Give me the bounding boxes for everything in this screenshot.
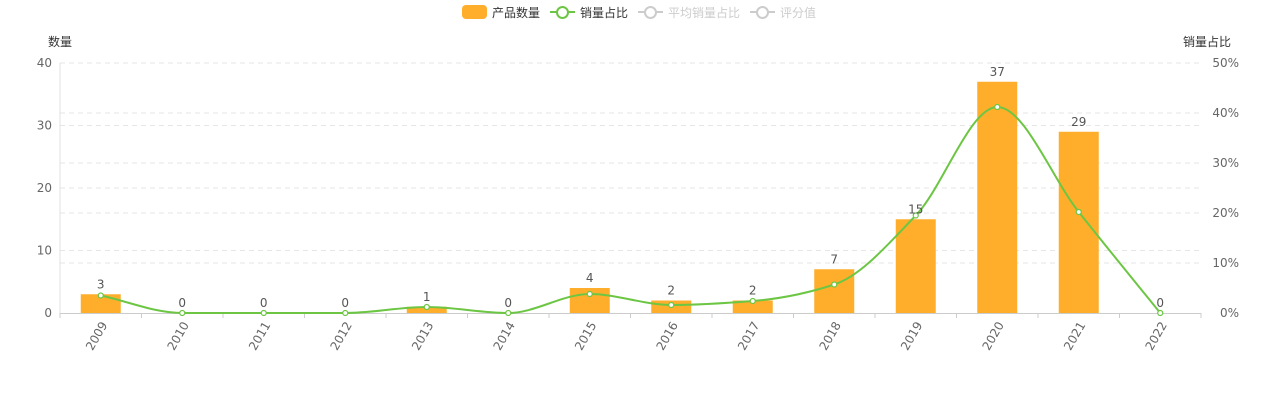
bar-value-label: 2 bbox=[749, 284, 757, 298]
legend-item-1[interactable]: 销量占比 bbox=[549, 4, 628, 21]
legend-item-0[interactable]: 产品数量 bbox=[461, 4, 540, 21]
bar-series bbox=[80, 81, 1099, 313]
y-right-tick-label: 30% bbox=[1212, 156, 1239, 170]
bar-value-label: 0 bbox=[341, 296, 349, 310]
line-point bbox=[749, 297, 756, 305]
y-right-tick-label: 40% bbox=[1212, 106, 1239, 120]
bar-value-label: 29 bbox=[1071, 115, 1086, 129]
x-tick-label: 2014 bbox=[490, 319, 517, 352]
bar-value-label: 0 bbox=[260, 296, 268, 310]
legend-line-swatch bbox=[750, 5, 776, 19]
line-series bbox=[97, 103, 1164, 317]
y-left-tick-label: 30 bbox=[37, 119, 52, 133]
legend-label: 评分值 bbox=[780, 5, 817, 20]
legend-bar-swatch bbox=[461, 5, 487, 19]
bar-value-label: 1 bbox=[423, 290, 431, 304]
x-tick-label: 2010 bbox=[164, 319, 191, 352]
y-left-tick-label: 0 bbox=[44, 306, 52, 320]
chart-legend: 产品数量 销量占比 平均销量占比 评分值 bbox=[0, 2, 1278, 22]
bar-value-label: 4 bbox=[586, 271, 594, 285]
line-point bbox=[1157, 309, 1164, 317]
line-point bbox=[260, 309, 267, 317]
x-tick-label: 2012 bbox=[327, 319, 354, 352]
y-right-axis-label: 销量占比 bbox=[1183, 34, 1231, 49]
x-tick-label: 2017 bbox=[735, 319, 762, 352]
line-point bbox=[831, 281, 838, 288]
data-labels: 3 0 0 0 1 0 4 2 2 7 15 37 29 0 bbox=[97, 65, 1164, 310]
legend-label: 平均销量占比 bbox=[668, 5, 741, 20]
grid-lines bbox=[60, 62, 1201, 264]
bar bbox=[977, 81, 1018, 313]
line-point bbox=[179, 309, 186, 317]
bar bbox=[732, 300, 773, 313]
x-tick-label: 2013 bbox=[409, 319, 436, 352]
line-point bbox=[97, 292, 104, 299]
y-left-axis-label: 数量 bbox=[48, 34, 72, 49]
bar-value-label: 15 bbox=[908, 202, 923, 216]
y-right-tick-label: 20% bbox=[1212, 206, 1239, 220]
bar-value-label: 0 bbox=[178, 296, 186, 310]
bar-value-label: 37 bbox=[990, 65, 1005, 79]
bar-value-label: 0 bbox=[1156, 296, 1164, 310]
x-tick-label: 2020 bbox=[979, 319, 1006, 352]
line-point bbox=[586, 290, 593, 298]
legend-line-swatch bbox=[549, 5, 575, 19]
line-point bbox=[668, 301, 675, 309]
legend-item-2[interactable]: 平均销量占比 bbox=[638, 4, 740, 21]
x-tick-label: 2016 bbox=[653, 319, 680, 352]
bar bbox=[895, 219, 936, 313]
line-point bbox=[912, 212, 919, 219]
legend-label: 销量占比 bbox=[579, 5, 628, 20]
bar bbox=[1058, 131, 1099, 313]
line-point bbox=[1075, 208, 1082, 216]
line-point bbox=[423, 303, 430, 311]
line-point bbox=[994, 103, 1001, 111]
y-left-tick-label: 20 bbox=[37, 181, 52, 195]
line-path bbox=[100, 105, 1162, 315]
x-tick-label: 2009 bbox=[83, 319, 110, 352]
bar-value-label: 0 bbox=[504, 296, 512, 310]
legend-item-3[interactable]: 评分值 bbox=[750, 4, 816, 21]
y-right-tick-label: 10% bbox=[1212, 256, 1239, 270]
bar-value-label: 3 bbox=[97, 277, 105, 291]
line-point bbox=[342, 309, 349, 317]
x-tick-label: 2011 bbox=[246, 319, 273, 352]
bar-value-label: 7 bbox=[830, 252, 838, 266]
bar bbox=[814, 269, 855, 313]
y-right-tick-label: 50% bbox=[1212, 56, 1239, 70]
x-tick-label: 2015 bbox=[572, 319, 599, 352]
x-tick-label: 2018 bbox=[816, 319, 843, 352]
x-tick-label: 2019 bbox=[898, 319, 925, 352]
line-point bbox=[505, 309, 512, 317]
y-left-tick-label: 10 bbox=[37, 244, 52, 258]
legend-line-swatch bbox=[638, 5, 663, 19]
legend-label: 产品数量 bbox=[491, 5, 540, 20]
x-tick-label: 2021 bbox=[1061, 319, 1088, 352]
y-left-tick-label: 40 bbox=[37, 56, 52, 70]
y-right-tick-label: 0% bbox=[1220, 306, 1239, 320]
bar-value-label: 2 bbox=[667, 284, 675, 298]
x-tick-label: 2022 bbox=[1142, 319, 1169, 352]
